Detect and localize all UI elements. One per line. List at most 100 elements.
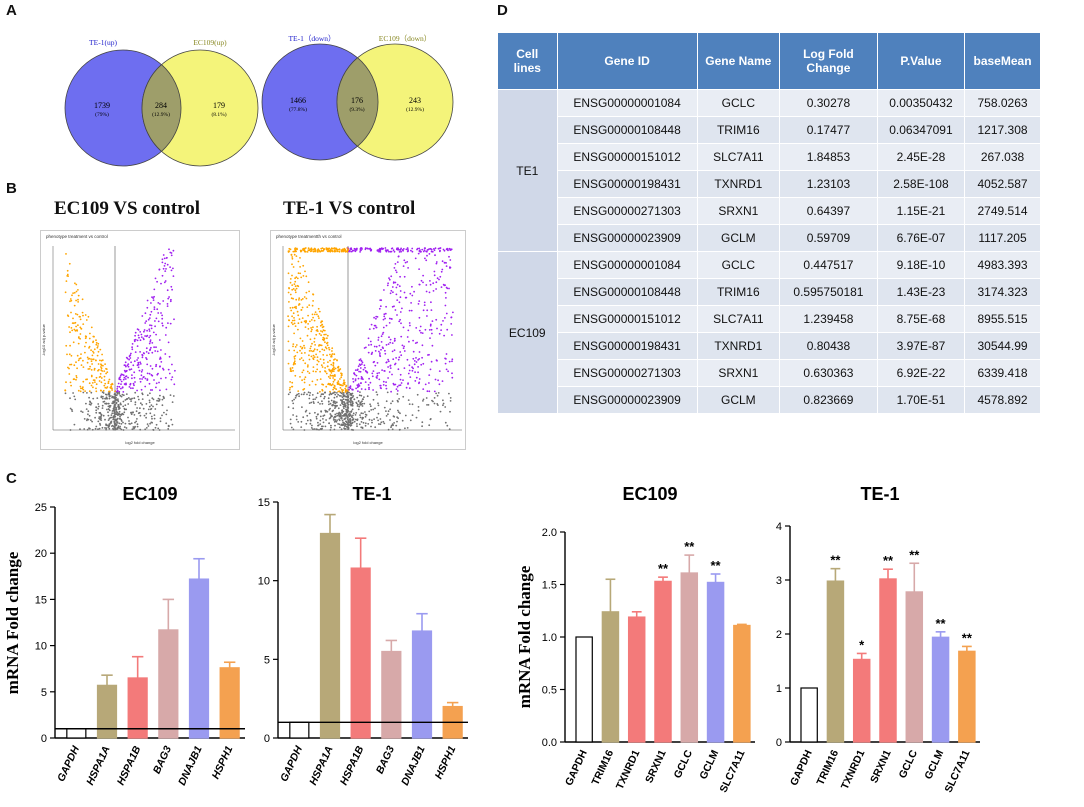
- volcano-point: [395, 388, 398, 390]
- volcano-point: [151, 296, 153, 298]
- venn-down-right-label: EC109（down）: [379, 34, 432, 43]
- volcano-point: [449, 267, 451, 269]
- volcano-point: [165, 268, 167, 270]
- volcano-point: [291, 367, 294, 369]
- volcano-point: [417, 366, 419, 368]
- volcano-point: [331, 250, 334, 253]
- volcano-point: [418, 329, 421, 332]
- volcano-point: [311, 328, 313, 331]
- volcano-point: [77, 294, 80, 297]
- volcano-point: [415, 416, 418, 419]
- volcano-point: [72, 317, 74, 320]
- volcano-point: [360, 394, 363, 397]
- volcano-point: [82, 359, 84, 362]
- volcano-point: [450, 316, 453, 319]
- volcano-point: [163, 265, 166, 267]
- y-tick-label: 20: [35, 548, 47, 560]
- volcano-point: [352, 380, 355, 383]
- volcano-point: [407, 329, 410, 332]
- volcano-point: [120, 380, 123, 383]
- volcano-point: [96, 354, 99, 357]
- category-label: GCLC: [897, 748, 921, 780]
- volcano-point: [114, 413, 116, 416]
- volcano-point: [389, 408, 391, 411]
- volcano-point: [311, 342, 313, 345]
- volcano-point: [149, 313, 152, 316]
- volcano-point: [316, 363, 319, 366]
- volcano-point: [65, 381, 67, 384]
- volcano-point: [341, 391, 344, 393]
- volcano-point: [297, 328, 299, 331]
- volcano-point: [151, 389, 154, 391]
- volcano-point: [398, 301, 401, 304]
- volcano-point: [151, 374, 154, 377]
- volcano-point: [403, 259, 406, 262]
- volcano-point: [106, 408, 108, 411]
- basemean-cell: 4578.892: [964, 386, 1041, 414]
- volcano-point: [110, 395, 112, 397]
- volcano-point: [316, 325, 318, 328]
- volcano-point: [436, 359, 438, 362]
- volcano-point: [379, 305, 382, 308]
- volcano-point: [396, 283, 399, 286]
- volcano-point: [324, 370, 326, 372]
- volcano-point: [144, 385, 147, 388]
- volcano-point: [331, 350, 333, 352]
- volcano-point: [407, 248, 409, 251]
- volcano-point: [333, 249, 336, 252]
- volcano-point: [421, 356, 423, 359]
- volcano-point: [317, 307, 320, 310]
- volcano-point: [371, 421, 373, 424]
- volcano-point: [314, 311, 317, 313]
- volcano-point: [307, 364, 309, 366]
- volcano-point: [361, 377, 363, 379]
- volcano-point: [355, 412, 358, 414]
- venn-down-left-pct: (77.8%): [289, 106, 307, 113]
- volcano-point: [85, 408, 88, 410]
- volcano-point: [69, 381, 72, 384]
- volcano-point: [93, 335, 95, 338]
- volcano-point: [340, 417, 343, 420]
- volcano-point: [109, 404, 112, 407]
- volcano-point: [374, 364, 377, 367]
- volcano-point: [162, 300, 165, 302]
- volcano-point: [104, 393, 107, 396]
- volcano-point: [356, 425, 358, 428]
- volcano-point: [382, 318, 385, 321]
- volcano-point: [324, 409, 327, 412]
- volcano-point: [369, 247, 372, 250]
- volcano-point: [443, 261, 446, 264]
- volcano-point: [108, 424, 111, 427]
- volcano-point: [380, 247, 383, 249]
- volcano-point: [421, 344, 424, 347]
- volcano-point: [72, 392, 74, 394]
- volcano-point: [152, 297, 155, 299]
- volcano-point: [290, 297, 293, 300]
- volcano-point: [380, 335, 383, 338]
- category-label: BAG3: [374, 744, 397, 776]
- volcano-point: [353, 249, 355, 252]
- volcano-point: [321, 326, 324, 329]
- volcano-point: [387, 360, 390, 363]
- volcano-point: [358, 370, 360, 373]
- volcano-point: [161, 414, 163, 417]
- volcano-point: [359, 370, 362, 373]
- volcano-point: [119, 415, 121, 418]
- volcano-point: [80, 410, 82, 413]
- volcano-point: [98, 417, 100, 420]
- category-label: TXNRD1: [614, 748, 643, 791]
- volcano-point: [426, 404, 428, 406]
- volcano-point: [332, 380, 335, 383]
- volcano-point: [302, 416, 305, 419]
- volcano-point: [320, 410, 323, 413]
- volcano-point: [323, 362, 325, 364]
- volcano-point: [88, 368, 91, 370]
- volcano-point: [380, 299, 383, 302]
- volcano-point: [349, 401, 352, 404]
- volcano-point: [295, 307, 297, 310]
- volcano-point: [121, 393, 124, 396]
- volcano-point: [137, 398, 140, 401]
- volcano-point: [425, 397, 428, 399]
- volcano-point: [319, 378, 322, 380]
- volcano-point: [297, 390, 300, 392]
